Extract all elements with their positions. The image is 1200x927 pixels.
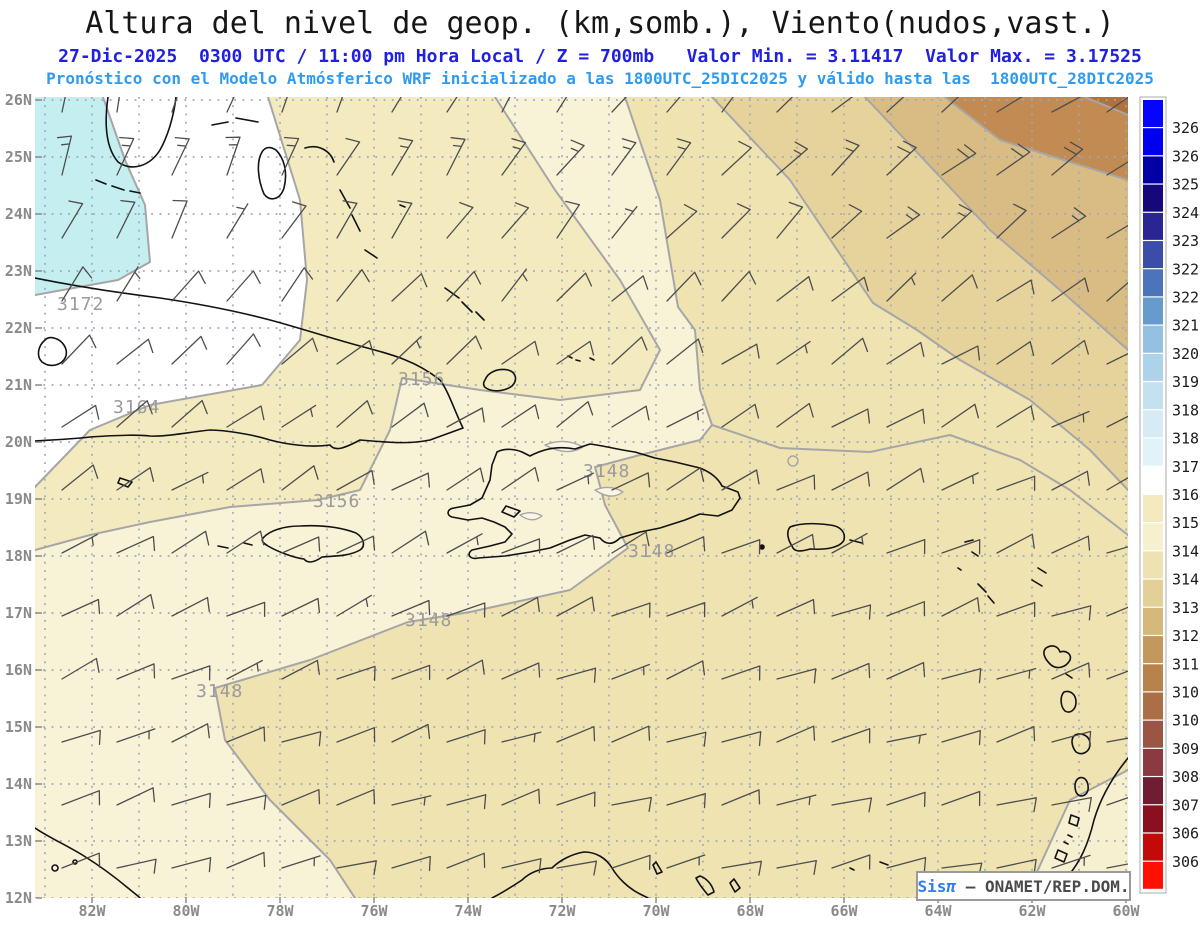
svg-text:80W: 80W (172, 902, 200, 920)
coast-hispaniola (447, 443, 741, 560)
coast-jamaica (261, 524, 365, 563)
svg-text:25N: 25N (5, 148, 32, 166)
coast-great-inagua (482, 368, 517, 392)
coast-bahamas (211, 117, 485, 321)
svg-text:18N: 18N (5, 547, 32, 565)
svg-text:3116: 3116 (1172, 655, 1200, 673)
svg-text:17N: 17N (5, 604, 32, 622)
svg-text:12N: 12N (5, 889, 32, 907)
pi-glyph: π (946, 876, 957, 896)
svg-text:3164: 3164 (1172, 486, 1200, 504)
svg-text:3108: 3108 (1172, 684, 1200, 702)
svg-text:3156: 3156 (398, 369, 445, 390)
coast-mona (759, 544, 765, 550)
svg-text:3260: 3260 (1172, 147, 1200, 165)
coastlines (35, 97, 1128, 898)
wind-barb-layer (56, 97, 1128, 878)
svg-text:3148: 3148 (1172, 542, 1200, 560)
svg-text:3228: 3228 (1172, 260, 1200, 278)
coast-margarita (849, 861, 889, 871)
model-init-line: Pronóstico con el Modelo Atmósferico WRF… (46, 69, 1154, 88)
page-title: Altura del nivel de geop. (km,somb.), Vi… (85, 6, 1115, 41)
svg-text:64W: 64W (924, 902, 952, 920)
svg-text:3148: 3148 (628, 541, 675, 562)
svg-text:3132: 3132 (1172, 599, 1200, 617)
svg-text:78W: 78W (266, 902, 294, 920)
coast-gonave (501, 505, 521, 518)
branding-separator: — (956, 876, 985, 896)
sispi-logo: Sis (917, 876, 947, 896)
coast-cayman (117, 477, 253, 549)
valid-time-line: 27-Dic-2025 0300 UTC / 11:00 pm Hora Loc… (58, 46, 1142, 67)
svg-text:70W: 70W (642, 902, 670, 920)
svg-text:14N: 14N (5, 775, 32, 793)
svg-text:68W: 68W (736, 902, 764, 920)
svg-text:3196: 3196 (1172, 373, 1200, 391)
height-contours (35, 97, 1128, 898)
svg-text:3148: 3148 (196, 681, 243, 702)
svg-text:82W: 82W (78, 902, 106, 920)
svg-text:3172: 3172 (1172, 458, 1200, 476)
svg-text:15N: 15N (5, 718, 32, 736)
svg-text:3252: 3252 (1172, 176, 1200, 194)
svg-text:19N: 19N (5, 490, 32, 508)
svg-text:72W: 72W (548, 902, 576, 920)
svg-text:76W: 76W (360, 902, 388, 920)
svg-text:3156: 3156 (313, 491, 360, 512)
svg-text:3156: 3156 (1172, 514, 1200, 532)
svg-text:3236: 3236 (1172, 232, 1200, 250)
branding-org: ONAMET/REP.DOM. (984, 876, 1130, 896)
svg-text:24N: 24N (5, 205, 32, 223)
svg-text:3148: 3148 (583, 461, 630, 482)
svg-text:3068: 3068 (1172, 825, 1200, 843)
svg-text:3140: 3140 (1172, 571, 1200, 589)
coast-cuba (35, 277, 464, 450)
coast-isla-juventud (37, 336, 68, 367)
svg-text:3060: 3060 (1172, 853, 1200, 871)
svg-text:23N: 23N (5, 262, 32, 280)
svg-text:3124: 3124 (1172, 627, 1200, 645)
svg-text:62W: 62W (1018, 902, 1046, 920)
coast-abc-islands (652, 861, 741, 896)
coast-florida (105, 97, 177, 168)
coast-providencia (51, 864, 59, 872)
svg-text:26N: 26N (5, 91, 32, 109)
coast-florida-keys (95, 179, 141, 194)
svg-text:3204: 3204 (1172, 345, 1200, 363)
svg-text:22N: 22N (5, 319, 32, 337)
svg-text:16N: 16N (5, 661, 32, 679)
svg-text:3076: 3076 (1172, 796, 1200, 814)
svg-text:3180: 3180 (1172, 430, 1200, 448)
svg-text:3268: 3268 (1172, 119, 1200, 137)
coast-nicaragua (35, 827, 141, 898)
svg-text:3212: 3212 (1172, 317, 1200, 335)
svg-text:3244: 3244 (1172, 204, 1200, 222)
shading-bands (35, 97, 1128, 898)
svg-text:60W: 60W (1112, 902, 1140, 920)
coast-puerto-rico (787, 522, 863, 552)
axis-label-layer: 26N 25N 24N 23N 22N 21N 20N 19N 18N 17N 16N 15N 14N 1… (5, 91, 1141, 920)
svg-text:3164: 3164 (113, 397, 160, 418)
graticule-grid (35, 97, 1128, 898)
svg-text:3084: 3084 (1172, 768, 1200, 786)
contour-label-layer: 3172 3164 3156 3156 3148 3148 3148 3148 (57, 294, 675, 702)
svg-text:21N: 21N (5, 376, 32, 394)
svg-text:13N: 13N (5, 832, 32, 850)
branding-box: Sis π — ONAMET/REP.DOM. (916, 871, 1131, 901)
svg-text:3100: 3100 (1172, 712, 1200, 730)
coast-guajira (491, 851, 649, 898)
colorbar: 3268 3260 3252 3244 3236 3228 3220 3212 3204 3196… (1139, 96, 1200, 894)
svg-text:3188: 3188 (1172, 401, 1200, 419)
svg-text:3220: 3220 (1172, 289, 1200, 307)
svg-text:66W: 66W (830, 902, 858, 920)
coast-lesser-antilles (957, 539, 1091, 863)
svg-text:20N: 20N (5, 433, 32, 451)
svg-text:3092: 3092 (1172, 740, 1200, 758)
svg-text:74W: 74W (454, 902, 482, 920)
svg-text:3172: 3172 (57, 294, 104, 315)
svg-text:3148: 3148 (405, 610, 452, 631)
